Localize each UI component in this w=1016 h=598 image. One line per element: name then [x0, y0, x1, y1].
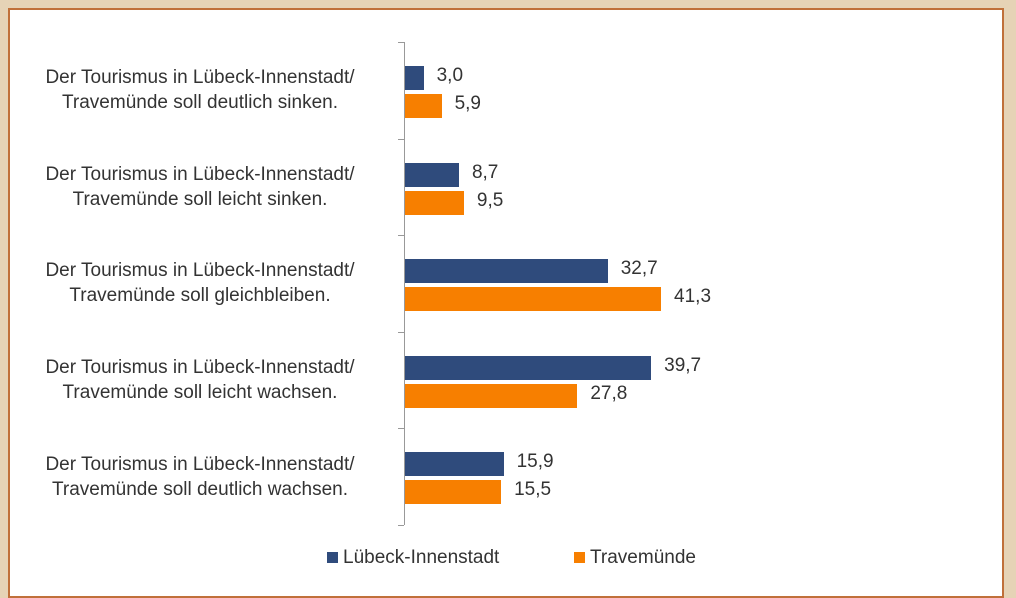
value-label: 39,7: [664, 354, 702, 376]
bar: [405, 94, 442, 118]
value-label: 32,7: [620, 258, 658, 280]
bar: [405, 162, 459, 187]
bar: [405, 452, 504, 477]
axis-tick: [398, 525, 404, 526]
bar: [405, 355, 652, 380]
legend-swatch: [574, 552, 585, 563]
value-label: 15,5: [514, 479, 552, 501]
legend-label: Travemünde: [590, 547, 696, 568]
value-label: 41,3: [674, 286, 712, 308]
legend-swatch: [327, 552, 338, 563]
value-label: 27,8: [590, 382, 628, 404]
bar: [405, 190, 464, 215]
legend-label: Lübeck-Innenstadt: [343, 547, 500, 568]
axis-tick: [398, 235, 404, 237]
category-label: Der Tourismus in Lübeck-Innenstadt/ Trav…: [45, 453, 355, 500]
value-label: 3,0: [436, 65, 464, 86]
value-label: 15,9: [516, 451, 554, 473]
bar: [405, 480, 502, 505]
value-label: 9,5: [476, 189, 504, 211]
axis-line: [404, 42, 405, 525]
axis-tick: [398, 331, 404, 333]
category-label: Der Tourismus in Lübeck-Innenstadt/ Trav…: [45, 260, 355, 307]
axis-tick: [398, 138, 404, 140]
value-label: 8,7: [471, 161, 499, 183]
category-label: Der Tourismus in Lübeck-Innenstadt/ Trav…: [45, 67, 355, 114]
bar: [405, 287, 662, 312]
category-label: Der Tourismus in Lübeck-Innenstadt/ Trav…: [45, 357, 355, 404]
bar: [405, 66, 424, 90]
axis-tick: [398, 428, 404, 430]
bar: [405, 259, 608, 284]
value-label: 5,9: [454, 93, 481, 114]
axis-tick: [398, 42, 404, 43]
bar: [405, 383, 578, 408]
category-label: Der Tourismus in Lübeck-Innenstadt/ Trav…: [45, 163, 355, 210]
